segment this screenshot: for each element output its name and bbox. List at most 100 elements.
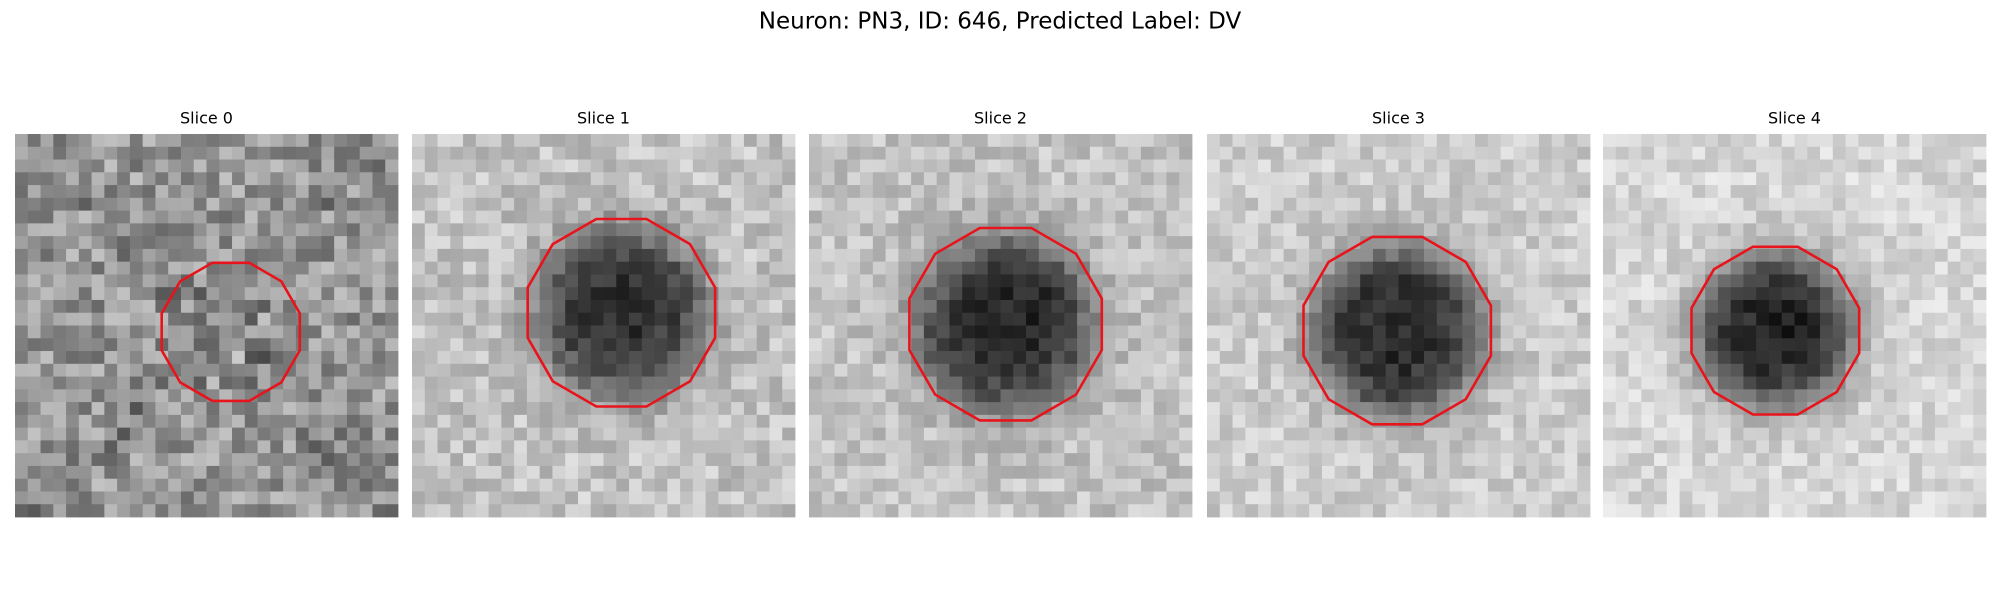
pixel (1538, 159, 1553, 173)
pixel (1245, 491, 1259, 505)
pixel (321, 223, 335, 237)
pixel (1896, 261, 1910, 275)
pixel (1372, 274, 1387, 288)
pixel (91, 248, 105, 263)
pixel (782, 134, 796, 148)
pixel (654, 440, 668, 454)
pixel (1577, 236, 1591, 250)
pixel (1153, 389, 1167, 403)
pixel (475, 274, 489, 288)
pixel (743, 261, 758, 275)
pixel (270, 504, 284, 518)
pixel (1245, 299, 1259, 314)
pixel (1258, 338, 1272, 352)
pixel (295, 159, 310, 173)
pixel (834, 351, 848, 365)
pixel (962, 287, 976, 301)
pixel (1871, 248, 1885, 263)
pixel (78, 146, 92, 160)
pixel (295, 389, 310, 403)
pixel (1743, 274, 1757, 288)
pixel (501, 287, 515, 301)
pixel (1360, 363, 1374, 377)
pixel (1270, 185, 1284, 199)
pixel (1207, 146, 1221, 160)
pixel (590, 478, 604, 492)
pixel (1219, 465, 1233, 480)
pixel (1641, 312, 1655, 326)
pixel (1526, 223, 1540, 237)
pixel (1538, 389, 1553, 403)
pixel (872, 465, 886, 480)
pixel (756, 299, 770, 314)
pixel (346, 134, 361, 148)
pixel (1283, 172, 1297, 186)
pixel (206, 134, 220, 148)
pixel (1179, 146, 1193, 160)
pixel (526, 185, 541, 199)
pixel (334, 274, 348, 288)
pixel (463, 440, 477, 454)
pixel (501, 504, 515, 518)
pixel (1077, 274, 1091, 288)
pixel (1309, 172, 1323, 186)
pixel (463, 312, 477, 326)
pixel (1038, 453, 1052, 467)
pixel (1743, 478, 1757, 492)
pixel (834, 210, 848, 224)
pixel (1475, 197, 1489, 211)
pixel (1245, 351, 1259, 365)
pixel (705, 223, 719, 237)
pixel (359, 389, 373, 403)
pixel (40, 274, 54, 288)
pixel (206, 248, 220, 263)
pixel (1781, 312, 1795, 326)
pixel (769, 351, 783, 365)
pixel (1140, 427, 1155, 441)
pixel (616, 338, 630, 352)
pixel (1743, 504, 1757, 518)
pixel (1487, 491, 1502, 505)
pixel (1166, 389, 1180, 403)
pixel (1628, 299, 1642, 314)
pixel (552, 453, 566, 467)
pixel (1896, 172, 1910, 186)
pixel (1398, 312, 1412, 326)
pixel (1487, 389, 1502, 403)
pixel (552, 491, 566, 505)
pixel (206, 159, 220, 173)
pixel (1717, 465, 1732, 480)
pixel (424, 134, 438, 148)
pixel (1270, 236, 1284, 250)
pixel (257, 351, 271, 365)
pixel (1628, 172, 1642, 186)
pixel (821, 338, 835, 352)
pixel (1538, 402, 1553, 416)
pixel (743, 376, 758, 390)
pixel (1654, 414, 1668, 429)
pixel (1064, 210, 1078, 224)
pixel (809, 248, 823, 263)
pixel (603, 299, 617, 314)
pixel (1153, 299, 1167, 314)
pixel (911, 248, 925, 263)
pixel (412, 376, 426, 390)
pixel (346, 478, 361, 492)
pixel (974, 312, 989, 326)
pixel (936, 223, 950, 237)
pixel (1270, 248, 1284, 263)
pixel (1321, 376, 1336, 390)
pixel (1934, 159, 1949, 173)
pixel (1641, 376, 1655, 390)
pixel (1115, 287, 1129, 301)
pixel (270, 389, 284, 403)
pixel (1526, 427, 1540, 441)
pixel (463, 504, 477, 518)
pixel (66, 402, 80, 416)
pixel (1641, 363, 1655, 377)
pixel (974, 274, 989, 288)
pixel (463, 172, 477, 186)
pixel (1577, 465, 1591, 480)
pixel (1309, 197, 1323, 211)
pixel (1372, 504, 1387, 518)
